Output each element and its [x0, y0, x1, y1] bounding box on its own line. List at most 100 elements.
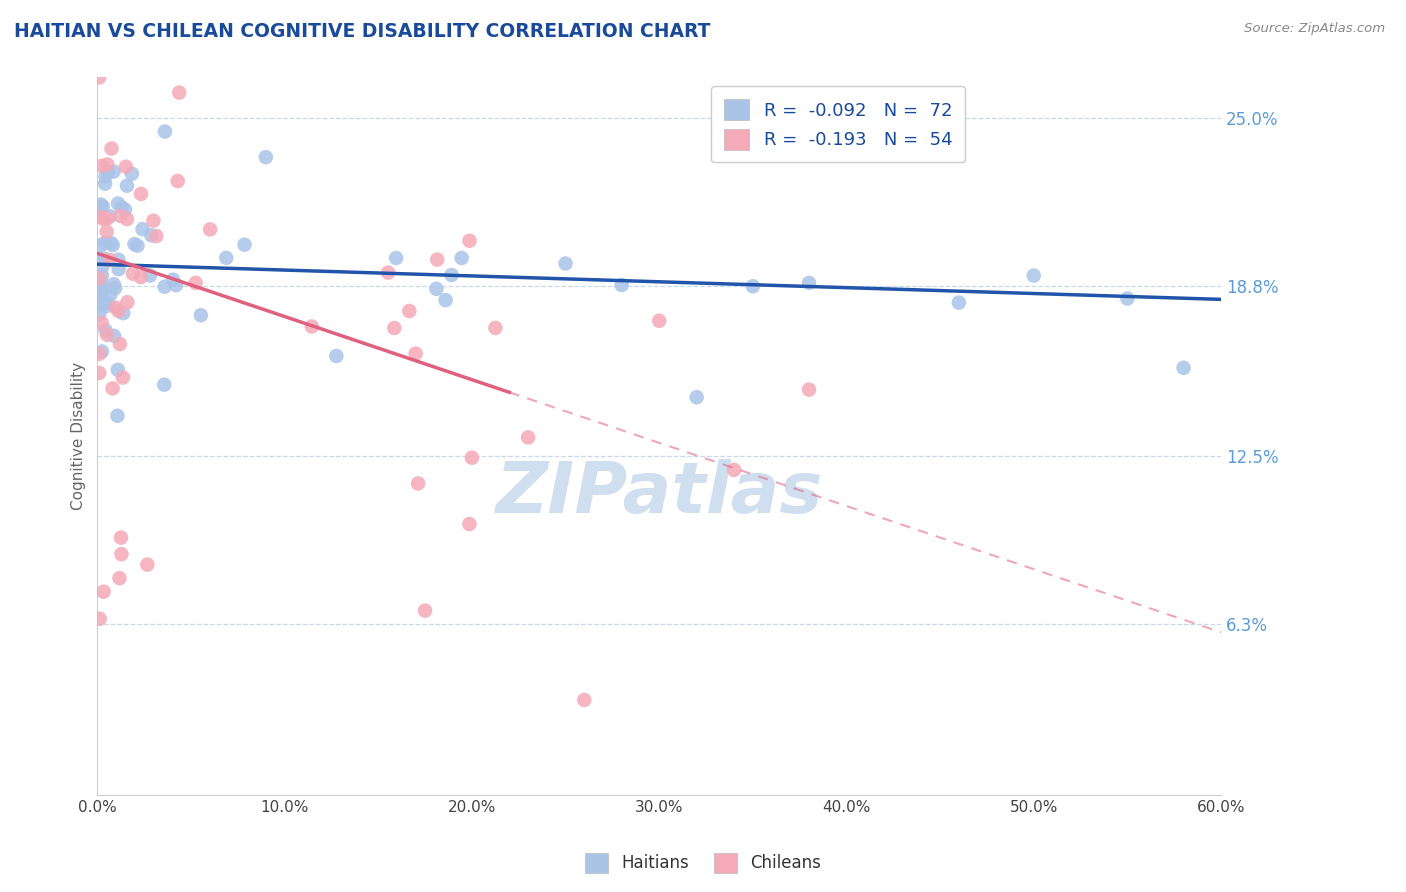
- Point: [98, 252, 121, 267]
- Point: [94, 299, 117, 313]
- Point: [723, 463, 745, 477]
- Point: [450, 251, 472, 265]
- Point: [484, 321, 506, 335]
- Point: [142, 213, 165, 227]
- Point: [98, 209, 121, 223]
- Point: [114, 202, 136, 217]
- Point: [101, 381, 124, 395]
- Point: [797, 383, 820, 397]
- Point: [90, 238, 112, 252]
- Point: [1173, 360, 1195, 375]
- Point: [89, 208, 111, 222]
- Point: [108, 571, 131, 585]
- Point: [89, 252, 111, 266]
- Point: [167, 86, 190, 100]
- Point: [104, 281, 127, 295]
- Point: [96, 157, 118, 171]
- Point: [89, 271, 111, 285]
- Point: [110, 547, 132, 561]
- Point: [107, 252, 129, 267]
- Point: [215, 251, 238, 265]
- Point: [325, 349, 347, 363]
- Point: [107, 304, 129, 318]
- Y-axis label: Cognitive Disability: Cognitive Disability: [72, 362, 86, 510]
- Point: [103, 164, 125, 178]
- Point: [153, 377, 176, 392]
- Point: [648, 314, 671, 328]
- Point: [198, 222, 221, 236]
- Point: [89, 612, 111, 626]
- Point: [301, 319, 323, 334]
- Point: [90, 316, 112, 330]
- Point: [91, 260, 114, 274]
- Point: [104, 301, 127, 315]
- Point: [873, 135, 896, 149]
- Point: [90, 268, 112, 283]
- Point: [115, 178, 138, 193]
- Point: [406, 476, 429, 491]
- Point: [93, 584, 115, 599]
- Point: [110, 209, 132, 223]
- Point: [129, 186, 152, 201]
- Point: [89, 297, 111, 311]
- Point: [103, 329, 125, 343]
- Point: [91, 199, 114, 213]
- Point: [111, 370, 134, 384]
- Point: [97, 165, 120, 179]
- Point: [382, 321, 405, 335]
- Point: [89, 202, 111, 217]
- Point: [94, 235, 117, 250]
- Point: [89, 366, 111, 380]
- Point: [107, 363, 129, 377]
- Point: [110, 531, 132, 545]
- Point: [131, 222, 153, 236]
- Point: [425, 282, 447, 296]
- Point: [554, 256, 576, 270]
- Point: [89, 288, 111, 302]
- Point: [405, 346, 427, 360]
- Point: [96, 211, 118, 226]
- Point: [107, 409, 129, 423]
- Point: [385, 251, 408, 265]
- Legend: Haitians, Chileans: Haitians, Chileans: [578, 847, 828, 880]
- Text: Source: ZipAtlas.com: Source: ZipAtlas.com: [1244, 22, 1385, 36]
- Point: [107, 196, 129, 211]
- Legend: R =  -0.092   N =  72, R =  -0.193   N =  54: R = -0.092 N = 72, R = -0.193 N = 54: [711, 87, 965, 162]
- Point: [100, 142, 122, 156]
- Point: [458, 234, 481, 248]
- Point: [153, 279, 176, 293]
- Point: [129, 270, 152, 285]
- Point: [121, 167, 143, 181]
- Point: [108, 337, 131, 351]
- Point: [103, 277, 125, 292]
- Point: [233, 237, 256, 252]
- Point: [89, 307, 111, 321]
- Point: [89, 347, 111, 361]
- Point: [1022, 268, 1045, 283]
- Point: [398, 304, 420, 318]
- Point: [91, 212, 114, 227]
- Point: [413, 604, 436, 618]
- Point: [434, 293, 457, 307]
- Point: [90, 275, 112, 289]
- Point: [139, 268, 162, 283]
- Point: [111, 200, 134, 214]
- Point: [96, 327, 118, 342]
- Point: [91, 159, 114, 173]
- Point: [426, 252, 449, 267]
- Point: [141, 228, 163, 243]
- Point: [124, 237, 146, 252]
- Point: [89, 289, 111, 303]
- Point: [685, 390, 707, 404]
- Point: [797, 276, 820, 290]
- Point: [610, 278, 633, 293]
- Point: [115, 212, 138, 227]
- Text: ZIPatlas: ZIPatlas: [495, 459, 823, 528]
- Point: [190, 308, 212, 322]
- Point: [96, 225, 118, 239]
- Point: [112, 306, 135, 320]
- Point: [165, 278, 187, 293]
- Point: [517, 430, 540, 444]
- Point: [91, 344, 114, 359]
- Point: [458, 516, 481, 531]
